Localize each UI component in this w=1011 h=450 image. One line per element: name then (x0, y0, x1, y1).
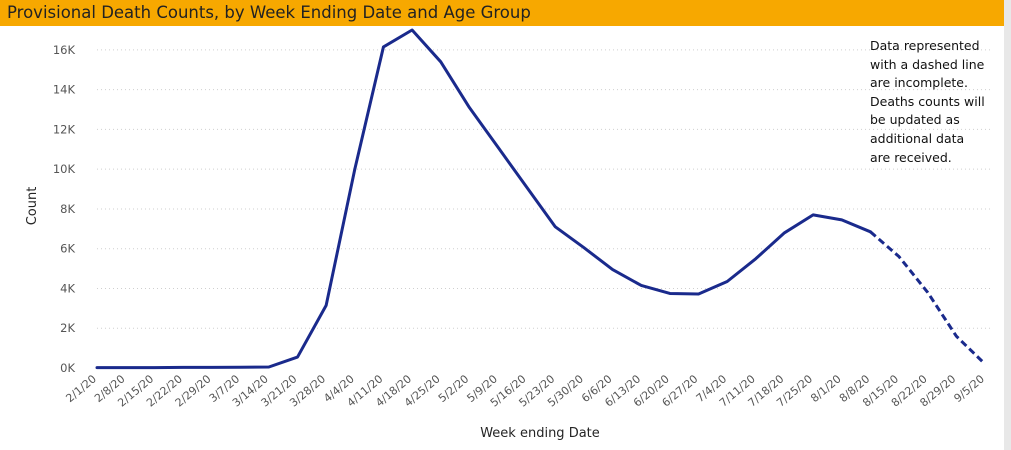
x-tick-label: 8/1/20 (808, 372, 843, 405)
y-tick-label: 4K (60, 281, 75, 295)
series-line-solid (95, 28, 872, 370)
y-tick-label: 2K (60, 321, 75, 335)
y-tick-label: 6K (60, 242, 75, 256)
note-line: be updated as (870, 112, 960, 128)
x-tick-label: 2/1/20 (63, 372, 98, 405)
y-tick-label: 12K (53, 122, 76, 136)
x-tick-label: 9/5/20 (951, 372, 986, 405)
note-line: are incomplete. (870, 75, 968, 91)
series-line (95, 28, 987, 370)
y-axis-ticks: 0K 2K 4K 6K 8K 10K 12K 14K 16K (53, 43, 76, 375)
note-line: Deaths counts will (870, 93, 985, 109)
y-tick-label: 8K (60, 202, 75, 216)
x-axis-ticks: 2/1/202/8/202/15/202/22/202/29/203/7/203… (63, 372, 986, 409)
note-line: are received. (870, 149, 952, 165)
series-line-dashed (869, 230, 987, 366)
y-tick-label: 16K (53, 43, 76, 57)
y-tick-label: 0K (60, 361, 75, 375)
x-tick-label: 5/2/20 (436, 372, 471, 405)
note-line: additional data (870, 130, 965, 146)
y-tick-label: 10K (53, 162, 76, 176)
note-line: Data represented (870, 38, 980, 53)
page-title: Provisional Death Counts, by Week Ending… (7, 3, 531, 22)
y-axis-title: Count (25, 187, 40, 226)
y-tick-label: 14K (53, 83, 76, 97)
x-axis-title: Week ending Date (480, 426, 600, 441)
title-bar: Provisional Death Counts, by Week Ending… (0, 0, 1004, 26)
incomplete-data-note: Data represented with a dashed line are in… (870, 37, 995, 167)
note-line: with a dashed line (870, 56, 985, 72)
gridlines (97, 49, 990, 329)
